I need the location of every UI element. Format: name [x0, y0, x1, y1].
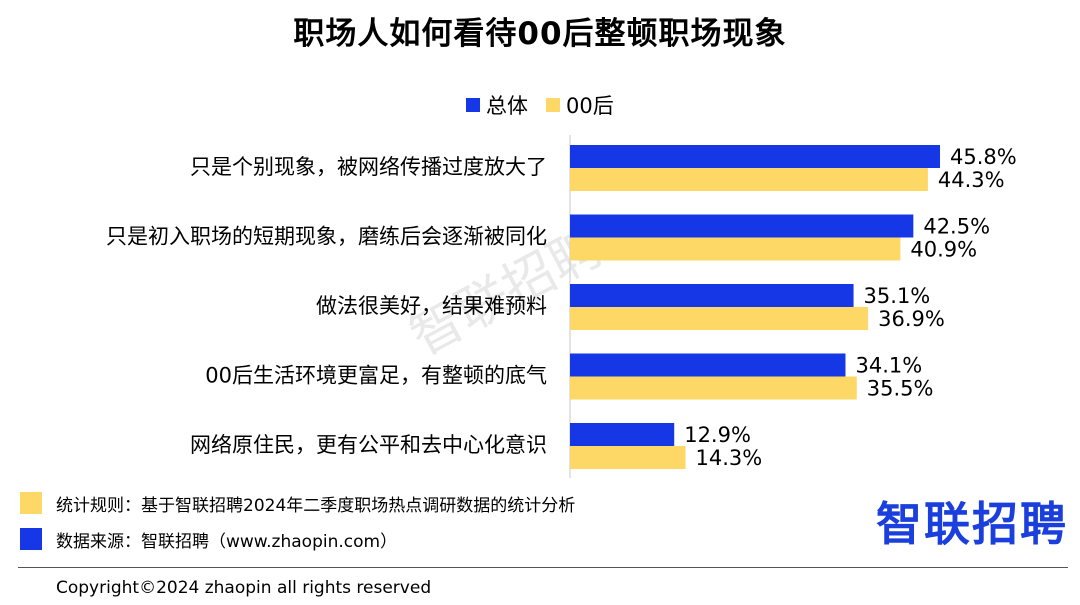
bar-chart: 只是个别现象，被网络传播过度放大了 45.8%44.3% 只是初入职场的短期现象，磨…	[106, 135, 1017, 478]
category-label: 只是个别现象，被网络传播过度放大了	[190, 155, 547, 179]
bar-overall	[570, 145, 940, 168]
footnote-rule-swatch	[20, 492, 42, 514]
chart-title: 职场人如何看待00后整顿职场现象	[293, 16, 787, 52]
data-label-gen00: 44.3%	[938, 168, 1005, 192]
category-label: 做法很美好，结果难预料	[316, 294, 547, 318]
footnote-rule-text: 统计规则：基于智联招聘2024年二季度职场热点调研数据的统计分析	[56, 495, 576, 516]
bar-overall	[570, 353, 846, 377]
legend-label-gen00: 00后	[566, 94, 614, 118]
data-label-overall: 35.1%	[864, 284, 931, 308]
data-label-gen00: 14.3%	[696, 446, 763, 470]
footnote-source-swatch	[20, 528, 42, 550]
chart-legend: 总体 00后	[466, 90, 614, 120]
footnote-rule: 统计规则：基于智联招聘2024年二季度职场热点调研数据的统计分析	[20, 488, 575, 518]
footnotes: 统计规则：基于智联招聘2024年二季度职场热点调研数据的统计分析 数据来源：智联…	[20, 488, 575, 560]
data-label-overall: 12.9%	[684, 423, 751, 447]
bar-gen00	[570, 446, 686, 469]
bar-overall	[570, 214, 914, 238]
legend-label-overall: 总体	[486, 94, 528, 118]
data-label-gen00: 36.9%	[878, 307, 945, 331]
data-label-overall: 45.8%	[950, 145, 1017, 169]
bar-overall	[570, 423, 675, 446]
legend-item-overall: 总体	[466, 90, 528, 120]
bar-overall	[570, 284, 854, 307]
legend-swatch-gen00	[546, 98, 560, 112]
legend-swatch-overall	[466, 98, 480, 112]
data-label-overall: 34.1%	[855, 354, 922, 378]
bar-gen00	[570, 307, 869, 330]
zhaopin-logo: 智联招聘	[876, 497, 1068, 551]
bar-gen00	[570, 168, 928, 191]
footnote-source-text: 数据来源：智联招聘（www.zhaopin.com）	[56, 531, 398, 552]
data-label-gen00: 35.5%	[867, 377, 934, 401]
bar-gen00	[570, 237, 901, 261]
footer-divider	[18, 567, 1068, 568]
copyright-text: Copyright©2024 zhaopin all rights reserv…	[56, 578, 432, 598]
data-label-overall: 42.5%	[923, 215, 990, 239]
category-label: 00后生活环境更富足，有整顿的底气	[205, 364, 547, 388]
legend-item-gen00: 00后	[546, 90, 614, 120]
category-label: 只是初入职场的短期现象，磨练后会逐渐被同化	[106, 225, 547, 249]
footnote-source: 数据来源：智联招聘（www.zhaopin.com）	[20, 524, 575, 554]
bar-gen00	[570, 376, 857, 400]
data-label-gen00: 40.9%	[910, 238, 977, 262]
category-label: 网络原住民，更有公平和去中心化意识	[190, 433, 547, 457]
